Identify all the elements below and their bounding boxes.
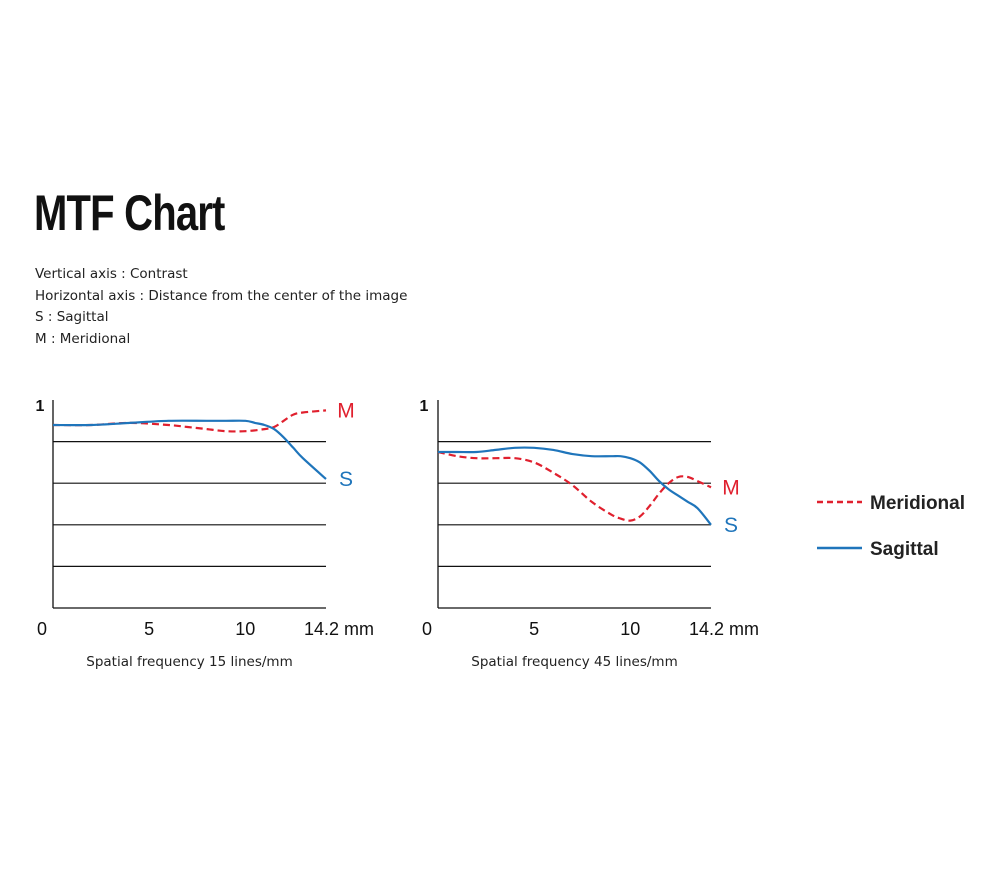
series-label-m: M [337, 399, 355, 422]
x-tick-label-2: 5 [529, 619, 539, 639]
description-line-meridional: M : Meridional [35, 331, 131, 348]
y-tick-label-1: 1 [36, 398, 45, 415]
description-line-sagittal: S : Sagittal [35, 309, 109, 326]
legend: Meridional Sagittal [817, 493, 965, 560]
meridional-series-line [437, 450, 712, 522]
series-label-s: S [724, 514, 738, 537]
page-title: MTF Chart [34, 185, 225, 241]
sagittal-series-line [438, 446, 712, 526]
y-tick-label-1: 1 [420, 398, 429, 415]
x-tick-label-1: 0 [422, 619, 432, 639]
x-axis-label: Spatial frequency 45 lines/mm [471, 654, 678, 670]
x-tick-label-1: 0 [37, 619, 47, 639]
series-label-s: S [339, 468, 353, 491]
x-axis-label: Spatial frequency 15 lines/mm [86, 654, 293, 670]
series-label-m: M [722, 476, 740, 499]
legend-label-sagittal: Sagittal [870, 539, 939, 560]
description-line-vertical-axis: Vertical axis : Contrast [35, 266, 188, 282]
x-tick-label-4: 14.2 mm [689, 619, 759, 639]
chart-description: Vertical axis : Contrast Horizontal axis… [35, 264, 407, 351]
sagittal-series-line [52, 419, 327, 480]
x-tick-label-3: 10 [620, 619, 640, 639]
description-line-horizontal-axis: Horizontal axis : Distance from the cent… [35, 287, 408, 304]
legend-label-meridional: Meridional [870, 493, 965, 514]
x-tick-label-2: 5 [144, 619, 154, 639]
x-tick-label-4: 14.2 mm [304, 619, 374, 639]
x-tick-label-3: 10 [235, 619, 255, 639]
